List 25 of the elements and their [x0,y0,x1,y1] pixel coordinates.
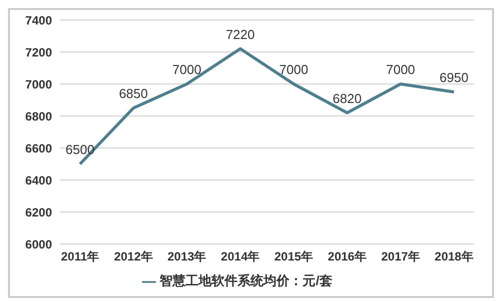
x-tick-label: 2013年 [168,250,206,264]
x-tick-label: 2014年 [220,250,260,264]
data-label: 6950 [440,70,468,85]
y-tick-label: 7000 [25,77,52,92]
y-tick-label: 6000 [25,237,52,252]
x-tick-label: 2015年 [274,250,314,264]
y-tick-label: 6800 [25,109,52,124]
x-tick-label: 2011年 [60,250,100,264]
data-label: 7000 [386,62,416,77]
data-label: 7000 [172,62,202,77]
data-label: 7000 [279,62,308,77]
y-tick-label: 6600 [25,141,52,156]
data-label: 6850 [118,86,148,101]
x-tick-label: 2018年 [434,250,474,264]
legend-label: 智慧工地软件系统均价：元/套 [160,273,332,288]
y-tick-label: 6200 [25,205,52,220]
data-label: 7220 [226,26,255,42]
y-tick-label: 6400 [25,173,52,188]
y-tick-label: 7400 [25,13,52,28]
y-tick-label: 7200 [25,45,52,60]
x-tick-label: 2012年 [114,250,153,264]
x-tick-label: 2017年 [381,250,420,264]
x-tick-label: 2016年 [328,250,366,264]
data-label: 6500 [66,142,94,157]
data-label: 6820 [332,90,362,106]
